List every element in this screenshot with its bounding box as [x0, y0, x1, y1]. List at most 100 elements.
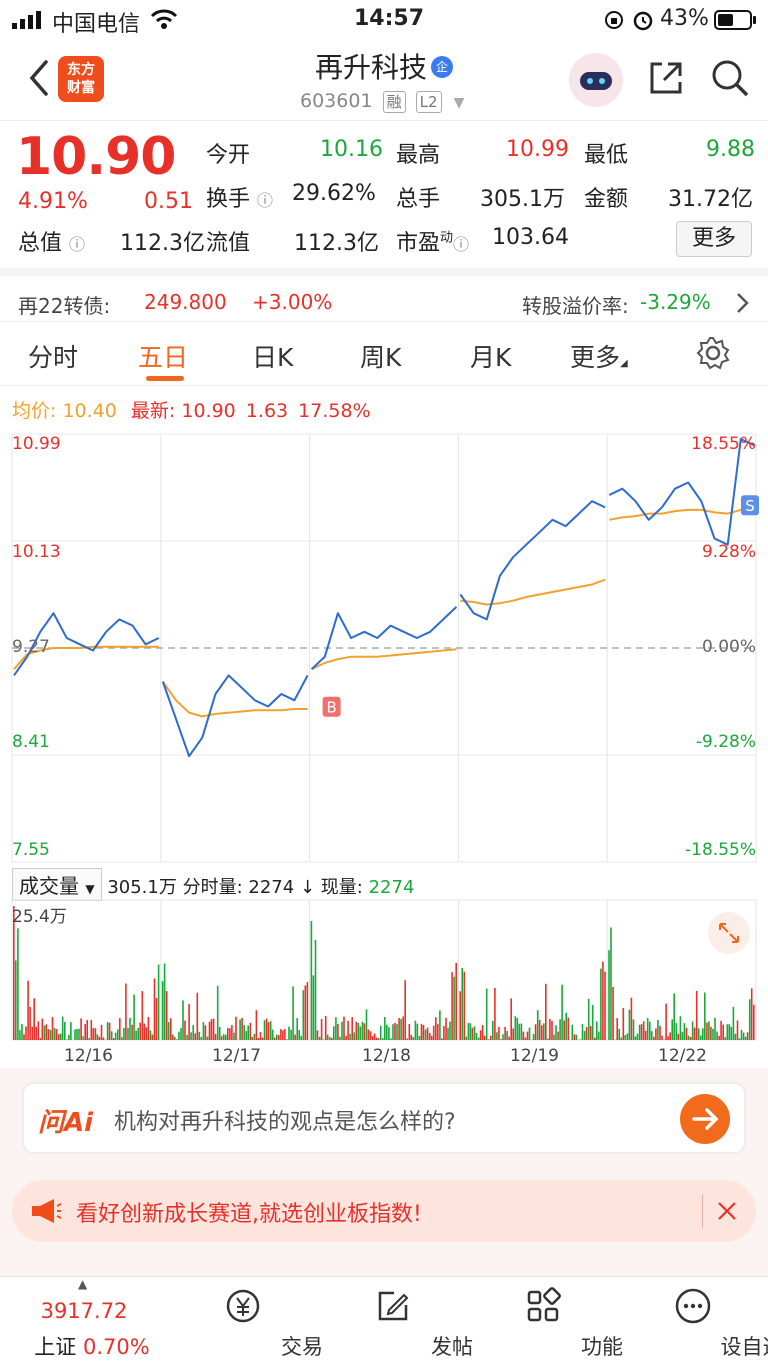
volume-bar — [720, 1020, 722, 1040]
nav-features[interactable]: 功能 — [482, 1277, 623, 1366]
price-line-day-3 — [459, 500, 606, 621]
search-icon[interactable] — [710, 58, 750, 98]
nav-post[interactable]: 发帖 — [332, 1277, 473, 1366]
volume-bar — [186, 1034, 188, 1040]
volume-bar — [300, 1035, 302, 1040]
tab-five-day[interactable]: 五日 — [138, 343, 189, 372]
settings-gear-icon[interactable] — [696, 336, 730, 370]
volume-bar — [227, 1028, 229, 1040]
volume-bar — [526, 1031, 529, 1040]
robot-avatar-icon[interactable] — [568, 52, 624, 108]
volume-bar — [730, 1026, 733, 1040]
stock-code-row[interactable]: 603601 融 L2 ▼ — [300, 90, 464, 113]
volume-bar — [565, 1012, 567, 1040]
volume-bar — [133, 994, 135, 1040]
volume-bar — [504, 1026, 506, 1040]
volume-bar — [329, 1037, 331, 1040]
volume-bar — [753, 1004, 755, 1040]
volume-bar — [642, 1021, 645, 1040]
volume-bar — [746, 1032, 749, 1040]
share-icon[interactable] — [646, 58, 686, 98]
fullscreen-button[interactable] — [708, 912, 750, 954]
tab-weekly-k[interactable]: 周K — [360, 343, 402, 372]
volume-bar — [555, 1025, 557, 1040]
tab-more[interactable]: 更多◢ — [570, 338, 628, 374]
ai-question-box[interactable]: 问Ai 机构对再升科技的观点是怎么样的? — [22, 1082, 746, 1154]
low-value: 9.88 — [706, 137, 755, 162]
volume-bar — [84, 1024, 86, 1040]
promo-banner[interactable]: 看好创新成长赛道,就选创业板指数! — [12, 1180, 756, 1242]
volume-bar — [394, 1022, 396, 1040]
volume-bar — [481, 1025, 484, 1040]
volume-bar — [161, 981, 164, 1040]
tab-intraday[interactable]: 分时 — [28, 343, 79, 372]
volume-bar — [432, 1025, 435, 1040]
volume-bar — [610, 927, 612, 1040]
ai-prompt-text: 机构对再升科技的观点是怎么样的? — [114, 1110, 456, 1135]
volume-bar — [92, 1028, 95, 1040]
volume-bar — [700, 1035, 702, 1040]
volume-bar — [320, 1019, 323, 1040]
volume-bar — [337, 1023, 339, 1040]
bond-change: +3.00% — [252, 290, 333, 314]
grid-icon — [527, 1287, 561, 1322]
more-button[interactable]: 更多 — [676, 221, 752, 257]
tab-daily-k[interactable]: 日K — [252, 343, 294, 372]
volume-bar — [229, 1028, 231, 1040]
volume-bar — [424, 1029, 427, 1040]
volume-bar — [508, 1036, 510, 1040]
volume-bar — [347, 1020, 349, 1040]
ai-send-button[interactable] — [680, 1094, 730, 1144]
promo-section: 看好创新成长赛道,就选创业板指数! — [0, 1168, 768, 1276]
volume-bar — [561, 984, 563, 1040]
close-icon[interactable] — [716, 1200, 738, 1222]
volume-bar — [502, 1034, 504, 1040]
tab-monthly-k[interactable]: 月K — [470, 343, 512, 372]
volume-bar — [139, 1022, 141, 1040]
volume-bar — [231, 1025, 233, 1040]
volume-bar — [553, 1034, 555, 1040]
volume-bar — [620, 1037, 622, 1040]
volume-bar — [180, 1028, 182, 1040]
volume-bar — [37, 1021, 40, 1040]
avg-label: 均价: — [12, 400, 57, 422]
volume-bar — [551, 1021, 553, 1040]
volume-bar — [218, 1027, 221, 1040]
volume-bar — [512, 1028, 514, 1040]
volume-bar — [742, 1032, 745, 1040]
volume-bar — [249, 1022, 252, 1040]
nav-trade[interactable]: 交易 — [182, 1277, 323, 1366]
volume-indicator-dropdown[interactable]: 成交量 ▼ — [12, 868, 102, 901]
volume-bar — [196, 992, 199, 1040]
info-icon[interactable]: ⓘ — [257, 191, 274, 210]
volume-bar — [208, 1021, 211, 1040]
volume-bar — [375, 1037, 378, 1040]
volume-bar — [117, 1029, 119, 1040]
info-icon[interactable]: ⓘ — [453, 235, 470, 254]
volume-bar — [192, 1025, 194, 1040]
convertible-bond-row[interactable]: 再22转债: 249.800 +3.00% 转股溢价率: -3.29% — [0, 268, 768, 322]
volume-bar — [367, 1029, 370, 1040]
open-value: 10.16 — [320, 137, 383, 162]
volume-bar — [724, 1037, 726, 1040]
volume-bar — [716, 1031, 718, 1040]
volume-bar — [638, 1024, 641, 1040]
volume-bar — [712, 1029, 714, 1040]
volume-bar — [443, 1026, 445, 1040]
app-logo[interactable]: 东方 财富 — [58, 56, 104, 102]
volume-bar — [683, 1023, 686, 1040]
promo-divider — [702, 1194, 703, 1228]
volume-bar — [110, 1031, 113, 1040]
volume-chart[interactable] — [0, 898, 768, 1044]
volume-bar — [331, 1037, 333, 1040]
info-icon[interactable]: ⓘ — [69, 235, 86, 254]
nav-watchlist[interactable]: 设自选 — [632, 1277, 768, 1366]
back-arrow-icon[interactable] — [24, 58, 54, 98]
volume-bar — [64, 1022, 66, 1040]
volume-bar — [324, 1015, 327, 1040]
index-ticker[interactable]: ▲ 3917.72 上证 0.70% — [24, 1277, 149, 1366]
volume-bar — [644, 1030, 647, 1040]
volume-bar — [520, 1023, 523, 1040]
avg-price-line-day-2 — [311, 648, 457, 671]
